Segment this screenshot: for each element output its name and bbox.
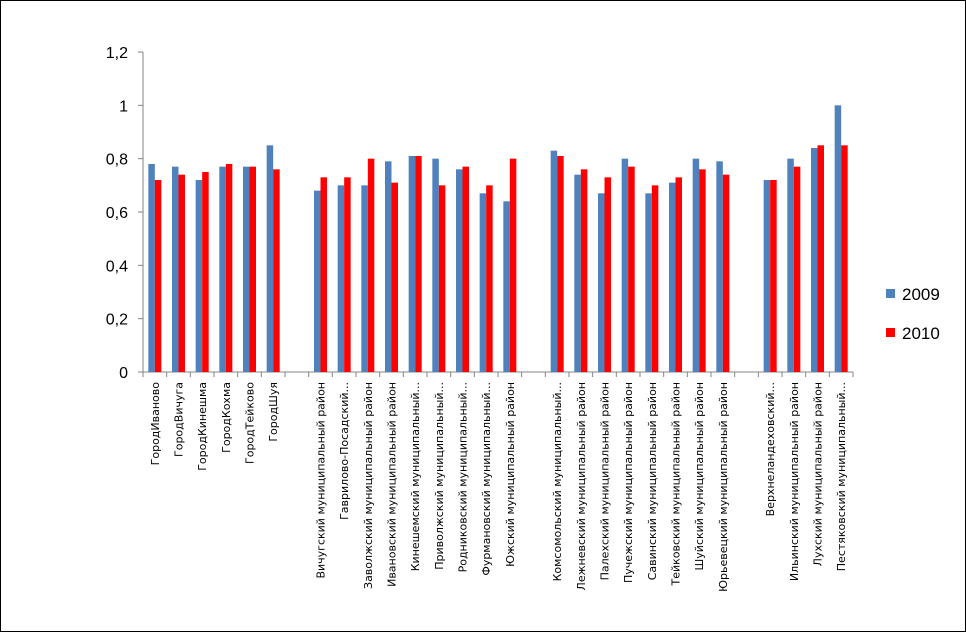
bar-2010 [651, 185, 659, 372]
x-tick-label: Тейковский муниципальный район [670, 382, 683, 587]
bar-2009 [456, 169, 463, 372]
bar-2009 [219, 166, 226, 372]
bar-2009 [148, 164, 155, 372]
x-tick-label: Ильинский муниципальный район [788, 382, 801, 581]
bar-2009 [692, 158, 700, 372]
bar-2009 [834, 105, 842, 372]
x-tick-label: Кинешемский муниципальный... [409, 382, 422, 571]
bar-2009 [243, 166, 250, 372]
bar-2010 [320, 177, 327, 372]
bar-2009 [811, 148, 818, 372]
bar-2010 [675, 177, 682, 372]
legend-swatch-2009 [886, 289, 895, 298]
bar-2009 [195, 180, 203, 372]
bar-2010 [604, 177, 611, 372]
x-tick-label: Пестяковский муниципальный... [835, 382, 848, 571]
bar-2010 [628, 166, 635, 372]
bar-2010 [817, 145, 824, 372]
bar-2010 [344, 177, 351, 372]
bar-2009 [716, 161, 723, 372]
x-tick-label: Вичугский муниципальный район [315, 382, 328, 579]
x-tick-label: Юрьевецкий муниципальный район [717, 382, 730, 592]
y-tick-label: 1,2 [106, 45, 128, 62]
bar-2009 [598, 193, 605, 372]
bar-2009 [266, 145, 274, 372]
x-tick-label: Фурмановский муниципальный... [480, 382, 493, 576]
bar-2009 [172, 166, 179, 372]
bar-2010 [225, 164, 233, 372]
bar-2009 [337, 185, 345, 372]
bar-2009 [645, 193, 652, 372]
bar-2010 [202, 172, 209, 372]
bar-2010 [178, 174, 185, 372]
bar-2010 [438, 185, 446, 372]
x-tick-label: Комсомольский муниципальный... [551, 382, 564, 581]
bar-2010 [367, 158, 375, 372]
x-tick-label: Лежневский муниципальный район [575, 382, 588, 590]
bar-2010 [462, 166, 469, 372]
bar-2010 [580, 169, 588, 372]
bar-2009 [550, 150, 558, 372]
x-tick-label: ГородКохма [220, 382, 233, 453]
bar-2009 [787, 158, 794, 372]
x-tick-label: Савинский муниципальный район [646, 382, 659, 580]
x-tick-label: ГородИваново [149, 382, 162, 466]
legend-label-2009: 2009 [902, 285, 940, 304]
bar-2010 [154, 180, 162, 372]
bar-2009 [479, 193, 487, 372]
bar-2010 [699, 169, 706, 372]
x-tick-label: ГородТейково [244, 382, 257, 464]
legend-label-2010: 2010 [902, 324, 940, 343]
x-tick-label: Верхнеландеховский... [764, 382, 777, 516]
x-tick-label: ГородШуя [267, 382, 280, 442]
y-tick-label: 0,2 [106, 312, 128, 329]
legend-swatch-2010 [886, 328, 895, 337]
x-tick-label: Южский муниципальный район [504, 382, 517, 567]
bar-2010 [793, 166, 801, 372]
bar-2010 [273, 169, 280, 372]
bar-2010 [415, 156, 422, 372]
x-tick-label: Пучежский муниципальный район [622, 382, 635, 583]
bar-2009 [574, 174, 581, 372]
y-tick-label: 0,4 [106, 258, 128, 275]
x-tick-label: ГородВичуга [173, 382, 186, 457]
bar-2009 [361, 185, 368, 372]
bar-2009 [408, 156, 416, 372]
bar-2010 [841, 145, 848, 372]
x-tick-label: Палехский муниципальный район [599, 382, 612, 580]
bar-2009 [669, 182, 676, 372]
bar-2010 [509, 158, 517, 372]
y-tick-label: 0,6 [106, 205, 128, 222]
bar-2010 [249, 166, 256, 372]
bar-2010 [557, 156, 564, 372]
x-tick-label: Лухский муниципальный район [812, 382, 825, 566]
bar-2010 [770, 180, 777, 372]
bar-2009 [385, 161, 392, 372]
x-tick-label: ГородКинешма [196, 382, 209, 471]
y-tick-label: 0 [119, 365, 128, 382]
x-tick-label: Родниковский муниципальный... [457, 382, 470, 572]
bar-2009 [432, 158, 439, 372]
x-tick-label: Ивановский муниципальный район [386, 382, 399, 587]
y-tick-label: 0,8 [106, 152, 128, 169]
x-tick-label: Приволжский муниципальный... [433, 382, 446, 570]
bar-2009 [314, 190, 321, 372]
bar-2009 [763, 180, 771, 372]
bar-2010 [391, 182, 398, 372]
bar-2010 [486, 185, 493, 372]
x-tick-label: Гаврилово-Посадский... [338, 382, 351, 520]
bar-2010 [722, 174, 730, 372]
bar-2009 [621, 158, 629, 372]
bar-2009 [503, 201, 510, 372]
x-tick-label: Шуйский муниципальный район [693, 382, 706, 570]
x-tick-label: Заволжский муниципальный район [362, 382, 375, 589]
y-tick-label: 1 [119, 98, 128, 115]
